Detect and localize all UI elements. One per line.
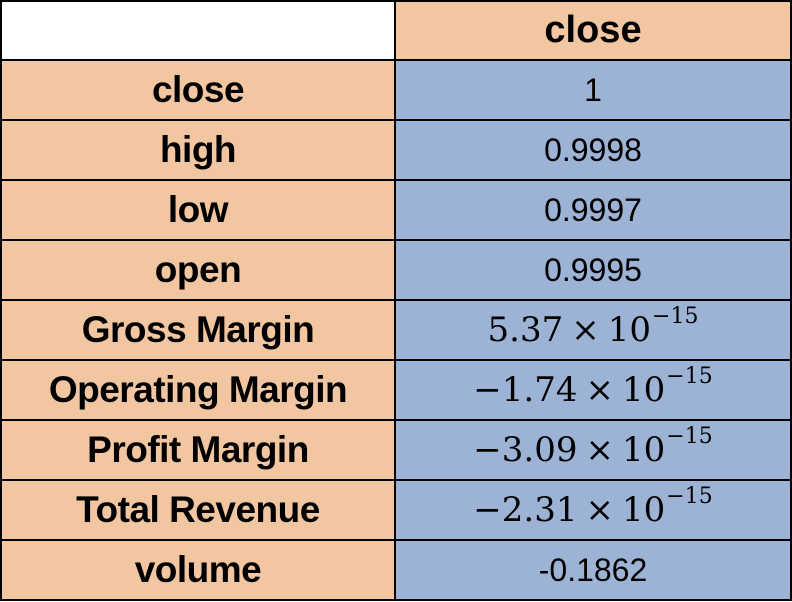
row-value-operating-margin: −1.74 × 10 −15 xyxy=(396,361,792,421)
row-value-low: 0.9997 xyxy=(396,181,792,241)
value-base: 10 xyxy=(607,310,652,350)
row-value-volume: -0.1862 xyxy=(396,541,792,601)
value-exponent: −15 xyxy=(666,423,713,449)
row-label-low: low xyxy=(0,181,396,241)
value-mantissa: −2.31 xyxy=(473,490,578,530)
value-exponent: −15 xyxy=(666,483,713,509)
row-value-profit-margin: −3.09 × 10 −15 xyxy=(396,421,792,481)
row-label-total-revenue: Total Revenue xyxy=(0,481,396,541)
row-value-high: 0.9998 xyxy=(396,121,792,181)
row-label-volume: volume xyxy=(0,541,396,601)
row-value-gross-margin: 5.37 × 10 −15 xyxy=(396,301,792,361)
corner-cell xyxy=(0,0,396,61)
value-exponent: −15 xyxy=(652,303,699,329)
row-label-gross-margin: Gross Margin xyxy=(0,301,396,361)
times-sign: × xyxy=(585,490,615,530)
value-base: 10 xyxy=(622,490,666,530)
row-label-high: high xyxy=(0,121,396,181)
row-value-total-revenue: −2.31 × 10 −15 xyxy=(396,481,792,541)
row-value-close: 1 xyxy=(396,61,792,121)
value-mantissa: −1.74 xyxy=(473,370,578,410)
row-label-close: close xyxy=(0,61,396,121)
value-base: 10 xyxy=(622,430,666,470)
row-label-open: open xyxy=(0,241,396,301)
row-label-profit-margin: Profit Margin xyxy=(0,421,396,481)
times-sign: × xyxy=(585,370,615,410)
value-mantissa: 5.37 xyxy=(487,310,564,350)
row-value-open: 0.9995 xyxy=(396,241,792,301)
row-label-operating-margin: Operating Margin xyxy=(0,361,396,421)
times-sign: × xyxy=(571,310,600,350)
value-exponent: −15 xyxy=(666,363,713,389)
value-base: 10 xyxy=(622,370,666,410)
column-header-close: close xyxy=(396,0,792,61)
times-sign: × xyxy=(585,430,615,470)
value-mantissa: −3.09 xyxy=(473,430,578,470)
